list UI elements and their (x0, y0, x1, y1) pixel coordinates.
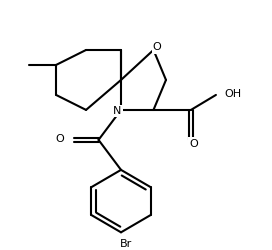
Text: O: O (189, 139, 198, 149)
Text: Br: Br (120, 238, 132, 248)
Text: O: O (55, 134, 64, 144)
Text: OH: OH (225, 89, 242, 99)
Text: N: N (113, 106, 122, 116)
Text: O: O (153, 42, 162, 52)
